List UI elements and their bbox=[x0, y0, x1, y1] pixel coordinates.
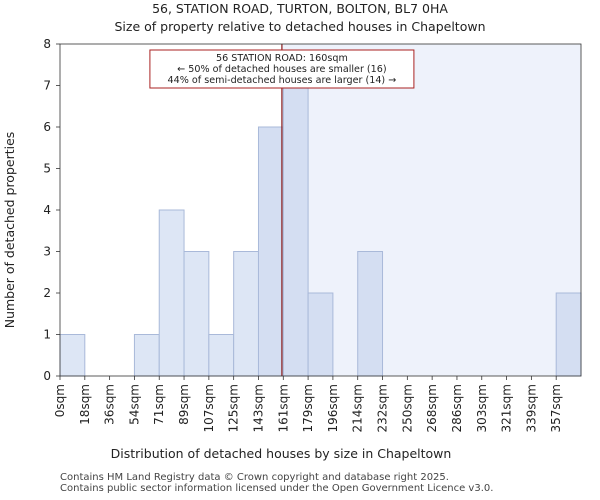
x-tick-label: 214sqm bbox=[351, 384, 365, 432]
bar-357sqm bbox=[555, 292, 582, 377]
plot-area: 0 1 2 3 4 5 6 7 8 0sqm 18sqm 36sqm 54sqm 71sqm 89sqm 1… bbox=[43, 37, 582, 432]
x-axis-label: Distribution of detached houses by size … bbox=[111, 446, 452, 461]
bar-179sqm bbox=[307, 292, 334, 377]
annotation-line-2: ← 50% of detached houses are smaller (16… bbox=[177, 64, 386, 75]
y-tick-label: 0 bbox=[43, 369, 51, 383]
chart-subtitle: Size of property relative to detached ho… bbox=[114, 19, 485, 34]
y-axis-label: Number of detached properties bbox=[2, 132, 17, 329]
x-tick-label: 18sqm bbox=[78, 384, 92, 425]
x-tick-label: 196sqm bbox=[326, 384, 340, 432]
y-tick-label: 1 bbox=[43, 328, 51, 342]
x-tick-label: 357sqm bbox=[549, 384, 563, 432]
x-tick-label: 125sqm bbox=[227, 384, 241, 432]
x-tick-label: 107sqm bbox=[202, 384, 216, 432]
y-tick-label: 2 bbox=[43, 286, 51, 300]
y-tick-label: 8 bbox=[43, 37, 51, 51]
bars bbox=[59, 85, 582, 377]
footer-line-1: Contains HM Land Registry data © Crown c… bbox=[60, 472, 449, 483]
x-tick-label: 0sqm bbox=[53, 384, 67, 417]
y-ticks: 0 1 2 3 4 5 6 7 8 bbox=[43, 37, 60, 383]
y-tick-label: 5 bbox=[43, 162, 51, 176]
y-tick-label: 6 bbox=[43, 120, 51, 134]
bar-71sqm bbox=[158, 209, 185, 377]
bar-143sqm bbox=[257, 126, 284, 377]
bar-161sqm bbox=[282, 85, 309, 377]
x-tick-label: 89sqm bbox=[177, 384, 191, 425]
x-tick-label: 303sqm bbox=[475, 384, 489, 432]
y-tick-label: 7 bbox=[43, 79, 51, 93]
bar-0sqm bbox=[59, 334, 86, 377]
x-tick-label: 286sqm bbox=[450, 384, 464, 432]
bar-54sqm bbox=[133, 334, 160, 377]
bar-89sqm bbox=[183, 251, 210, 377]
bar-107sqm bbox=[208, 334, 235, 377]
x-ticks: 0sqm 18sqm 36sqm 54sqm 71sqm 89sqm 107sqm 125sq… bbox=[53, 376, 563, 432]
x-tick-label: 179sqm bbox=[301, 384, 315, 432]
x-tick-label: 36sqm bbox=[103, 384, 117, 425]
annotation-frame bbox=[149, 49, 415, 89]
bar-125sqm bbox=[233, 251, 259, 377]
annotation-line-3: 44% of semi-detached houses are larger (… bbox=[168, 75, 397, 86]
y-tick-label: 4 bbox=[43, 203, 51, 217]
x-tick-label: 161sqm bbox=[276, 384, 290, 432]
annotation-box: 56 STATION ROAD: 160sqm ← 50% of detache… bbox=[149, 49, 415, 89]
x-tick-label: 232sqm bbox=[376, 384, 390, 432]
chart-title: 56, STATION ROAD, TURTON, BOLTON, BL7 0H… bbox=[152, 1, 448, 16]
x-tick-label: 339sqm bbox=[524, 384, 538, 432]
annotation-line-1: 56 STATION ROAD: 160sqm bbox=[216, 53, 348, 64]
footer-line-2: Contains public sector information licen… bbox=[60, 483, 494, 494]
bar-214sqm bbox=[357, 251, 384, 377]
y-tick-label: 3 bbox=[43, 245, 51, 259]
x-tick-label: 71sqm bbox=[152, 384, 166, 425]
x-tick-label: 54sqm bbox=[127, 384, 141, 425]
x-tick-label: 143sqm bbox=[251, 384, 265, 432]
x-tick-label: 250sqm bbox=[400, 384, 414, 432]
x-tick-label: 321sqm bbox=[500, 384, 514, 432]
x-tick-label: 268sqm bbox=[425, 384, 439, 432]
